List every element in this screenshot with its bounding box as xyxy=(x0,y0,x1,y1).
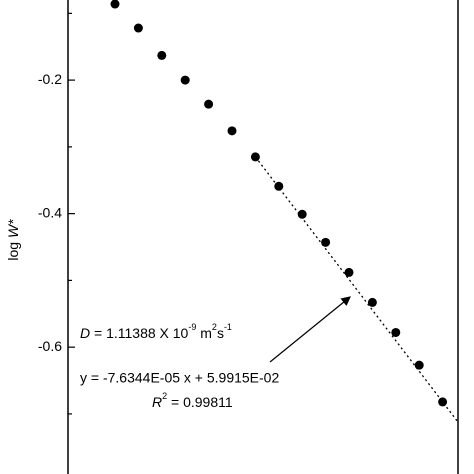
point xyxy=(344,267,354,277)
point xyxy=(274,181,284,191)
point xyxy=(133,23,143,33)
arrow xyxy=(269,296,351,363)
point xyxy=(414,360,424,370)
point xyxy=(438,397,448,407)
point xyxy=(157,50,167,60)
annotation-fit: y = -7.6344E-05 x + 5.9915E-02 xyxy=(80,370,279,386)
point xyxy=(110,0,120,9)
fit-line xyxy=(254,156,459,423)
point xyxy=(204,99,214,109)
point xyxy=(180,75,190,85)
point xyxy=(321,237,331,247)
y-tick-label: -0.2 xyxy=(38,71,62,87)
point xyxy=(250,152,260,162)
y-tick-label: -0.6 xyxy=(38,338,62,354)
y-axis-label: log W* xyxy=(5,219,21,261)
point xyxy=(227,126,237,136)
annotation-r2: R2 = 0.99811 xyxy=(152,391,233,409)
annotation-d: D = 1.11388 X 10-9 m2s-1 xyxy=(80,322,232,340)
point xyxy=(367,297,377,307)
point xyxy=(391,327,401,337)
y-tick-label: -0.4 xyxy=(38,204,62,220)
point xyxy=(297,209,307,219)
